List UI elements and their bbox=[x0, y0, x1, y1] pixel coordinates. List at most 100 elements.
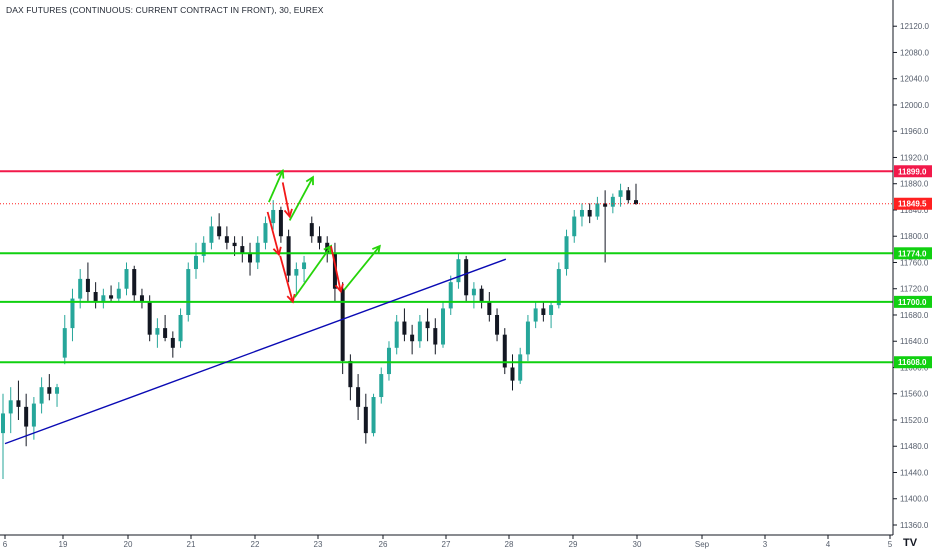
arrow-head bbox=[334, 283, 344, 294]
candle-body bbox=[510, 367, 515, 381]
candle-body bbox=[533, 308, 538, 322]
arrow-down bbox=[281, 182, 291, 217]
candle-body bbox=[147, 301, 152, 335]
candle-body bbox=[163, 328, 168, 338]
candle-body bbox=[93, 292, 98, 302]
arrow-head bbox=[272, 246, 282, 257]
candle-body bbox=[595, 203, 600, 217]
y-tick-label: 11960.0 bbox=[900, 127, 929, 136]
candle-body bbox=[340, 288, 345, 361]
candle-body bbox=[610, 196, 615, 207]
candle-body bbox=[209, 226, 214, 243]
horizontal-levels bbox=[0, 170, 893, 364]
y-tick-label: 11800.0 bbox=[900, 232, 929, 241]
y-tick-label: 11400.0 bbox=[900, 495, 929, 504]
y-tick-label: 12080.0 bbox=[900, 48, 929, 57]
candle-body bbox=[55, 387, 60, 394]
candle-body bbox=[85, 278, 90, 293]
candle-body bbox=[572, 216, 577, 237]
level-badge-label: 11774.0 bbox=[898, 249, 927, 258]
y-tick-label: 11880.0 bbox=[900, 180, 929, 189]
level-badge bbox=[894, 247, 932, 260]
candle-body bbox=[394, 321, 399, 348]
candle-body bbox=[116, 288, 121, 299]
candle-body bbox=[549, 305, 554, 315]
candle-body bbox=[302, 262, 307, 270]
candle-body bbox=[348, 360, 353, 388]
candle-body bbox=[541, 308, 546, 315]
level-badge-label: 11700.0 bbox=[898, 298, 927, 307]
x-tick-label: 3 bbox=[763, 540, 768, 549]
arrow-up bbox=[343, 245, 381, 291]
y-tick-label: 12000.0 bbox=[900, 101, 929, 110]
projection-arrows bbox=[266, 168, 381, 304]
arrow-up bbox=[288, 176, 314, 221]
arrow-down bbox=[266, 211, 280, 255]
y-tick-label: 11560.0 bbox=[900, 390, 929, 399]
y-tick-label: 12120.0 bbox=[900, 22, 929, 31]
candle-body bbox=[186, 269, 191, 315]
y-tick-label: 11920.0 bbox=[900, 153, 929, 162]
candle-body bbox=[8, 400, 13, 414]
candle-body bbox=[39, 387, 44, 404]
candle-body bbox=[309, 223, 314, 237]
level-badge bbox=[894, 295, 932, 308]
level-badge-label: 11899.0 bbox=[898, 167, 927, 176]
x-tick-label: Sep bbox=[695, 540, 710, 549]
candle-body bbox=[332, 252, 337, 289]
arrow-head bbox=[305, 175, 314, 186]
candle-body bbox=[155, 328, 160, 335]
arrow-head bbox=[372, 244, 381, 255]
candle-body bbox=[178, 314, 183, 342]
x-tick-label: 22 bbox=[251, 540, 260, 549]
trendline bbox=[4, 258, 507, 445]
level-badge bbox=[894, 165, 932, 178]
candle-body bbox=[518, 354, 523, 381]
candle-body bbox=[402, 321, 407, 335]
y-tick-label: 11840.0 bbox=[900, 206, 929, 215]
candle-body bbox=[618, 190, 623, 197]
candle-body bbox=[626, 190, 631, 201]
candle-body bbox=[456, 259, 461, 283]
y-tick-label: 12040.0 bbox=[900, 75, 929, 84]
arrow-up bbox=[268, 170, 284, 203]
candle-body bbox=[556, 269, 561, 306]
candles bbox=[1, 183, 638, 480]
x-tick-label: 29 bbox=[569, 540, 578, 549]
candle-body bbox=[525, 321, 530, 355]
level-badge bbox=[894, 356, 932, 369]
candle-body bbox=[386, 347, 391, 375]
x-tick-label: 26 bbox=[379, 540, 388, 549]
candle-body bbox=[1, 413, 5, 434]
y-tick-label: 11720.0 bbox=[900, 285, 929, 294]
candle-body bbox=[139, 295, 144, 302]
candle-body bbox=[471, 288, 476, 296]
candle-body bbox=[248, 252, 253, 263]
candle-body bbox=[263, 223, 268, 243]
level-badge-label: 11608.0 bbox=[898, 358, 927, 367]
candle-body bbox=[603, 203, 608, 207]
x-tick-label: 6 bbox=[3, 540, 8, 549]
tradingview-logo-icon: TV bbox=[903, 537, 918, 549]
candle-body bbox=[232, 242, 237, 247]
x-tick-label: 20 bbox=[124, 540, 133, 549]
candle-body bbox=[487, 301, 492, 315]
candle-body bbox=[495, 314, 500, 335]
current-price-badge-label: 11849.5 bbox=[898, 200, 927, 209]
y-tick-label: 11360.0 bbox=[900, 521, 929, 530]
candle-body bbox=[579, 209, 584, 217]
candle-body bbox=[101, 295, 106, 302]
current-price-badge bbox=[894, 197, 932, 210]
y-tick-label: 11640.0 bbox=[900, 337, 929, 346]
y-tick-label: 11680.0 bbox=[900, 311, 929, 320]
candle-body bbox=[363, 406, 368, 434]
candle-body bbox=[62, 328, 67, 358]
x-tick-label: 4 bbox=[826, 540, 831, 549]
price-badges: 11899.0 11774.0 11700.0 11608.0 11849.5 bbox=[894, 165, 932, 369]
x-tick-label: 23 bbox=[314, 540, 323, 549]
candle-body bbox=[634, 200, 638, 205]
candle-body bbox=[294, 269, 299, 276]
x-tick-label: 21 bbox=[187, 540, 196, 549]
candle-body bbox=[201, 242, 206, 256]
